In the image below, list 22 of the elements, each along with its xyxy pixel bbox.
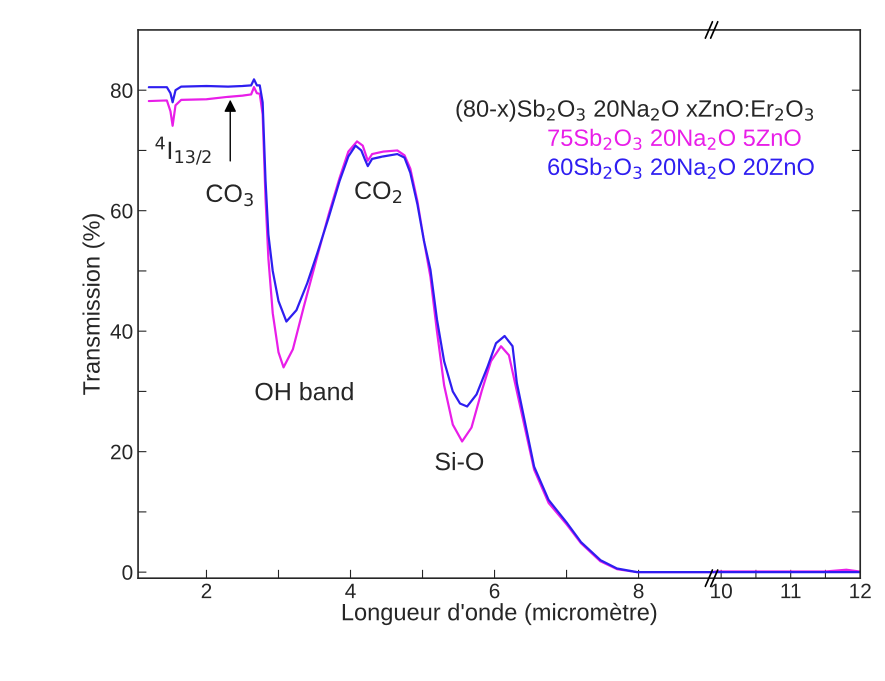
text: 75Sb$_{2}$O$_{3}$ 20Na$_{2}$O 5ZnO [548,128,801,150]
x-tick-label: 6 [490,584,500,598]
annotation: OH band [256,382,353,400]
annotation: Si-O [435,452,484,470]
x-tick-label: 8 [634,584,644,598]
x-axis-title: Longueur d'onde (micromètre) [342,602,656,626]
annotation: $^{4}$I$_{13/2}$ [155,136,211,165]
x-tick-label: 12 [850,584,871,598]
text: 60Sb$_{2}$O$_{3}$ 20Na$_{2}$O 20ZnO [548,158,814,180]
y-tick-label: 20 [111,444,132,460]
y-tick-label: 60 [111,204,132,218]
y-tick-label: 0 [122,565,132,580]
y-tick-label: 80 [110,83,132,98]
y-tick-label: 40 [110,324,132,339]
annotation: CO$_{3}$ [206,184,253,206]
x-tick-label: 2 [202,584,212,598]
x-tick-label: 10 [711,584,732,598]
y-axis-title: Transmission (%) [82,214,104,395]
text: (80-x)Sb$_{2}$O$_{3}$ 20Na$_{2}$O xZnO:Er$_{2}$O$_{3}$ [456,100,814,122]
x-tick-label: 11 [781,584,800,598]
x-tick-label: 4 [345,584,356,598]
annotation: CO$_{2}$ [355,181,402,204]
